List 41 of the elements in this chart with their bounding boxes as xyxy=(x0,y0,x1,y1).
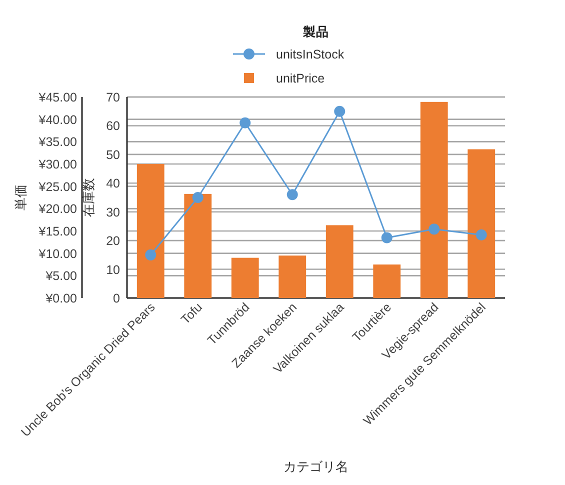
bar xyxy=(184,194,212,298)
point xyxy=(428,224,440,235)
point xyxy=(334,106,346,117)
bar xyxy=(420,102,448,298)
point xyxy=(192,192,204,203)
bar xyxy=(468,149,496,298)
legend-label: unitsInStock xyxy=(276,48,345,62)
y-tick-label: ¥0.00 xyxy=(44,292,78,306)
y-axis-title: 単価 xyxy=(13,184,28,210)
y-tick-label: ¥20.00 xyxy=(38,202,78,216)
y2-tick-label: 50 xyxy=(106,148,120,162)
y-tick-label: ¥40.00 xyxy=(38,112,78,127)
y-tick-label: ¥35.00 xyxy=(38,135,78,150)
y2-tick-label: 20 xyxy=(106,234,120,248)
y2-tick-label: 10 xyxy=(106,262,120,277)
bar xyxy=(326,225,354,298)
point xyxy=(145,249,156,260)
point xyxy=(286,189,298,200)
bar xyxy=(278,256,306,298)
bar xyxy=(136,164,164,298)
point xyxy=(381,232,392,244)
y2-axis-title: 在庫数 xyxy=(81,178,96,217)
legend-title: 製品 xyxy=(302,25,329,39)
x-tick-label: Tofu xyxy=(178,300,206,327)
bar xyxy=(231,258,259,298)
y-tick-label: ¥30.00 xyxy=(38,158,78,172)
y-tick-label: ¥5.00 xyxy=(44,269,78,284)
y-tick-label: ¥25.00 xyxy=(38,180,78,194)
y2-tick-label: 40 xyxy=(106,176,120,191)
point xyxy=(476,229,487,240)
bar xyxy=(373,264,401,298)
y-tick-label: ¥45.00 xyxy=(38,90,78,104)
y2-tick-label: 70 xyxy=(106,90,120,104)
point xyxy=(240,117,251,128)
y-tick-label: ¥15.00 xyxy=(38,224,78,238)
legend-label: unitPrice xyxy=(276,72,325,86)
y-tick-label: ¥10.00 xyxy=(38,246,78,261)
y2-tick-label: 0 xyxy=(113,292,120,306)
y2-tick-label: 60 xyxy=(106,119,120,134)
x-axis-title: カテゴリ名 xyxy=(284,459,348,474)
y2-tick-label: 30 xyxy=(106,205,120,220)
